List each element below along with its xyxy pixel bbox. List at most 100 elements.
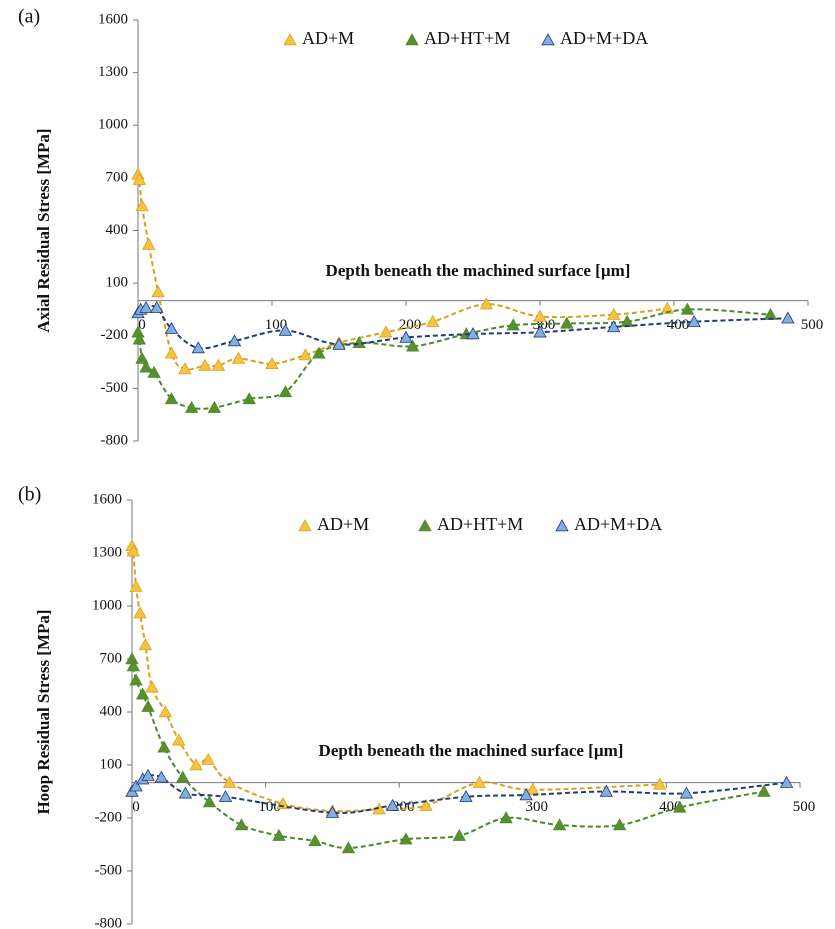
point — [126, 544, 141, 557]
y-tick-label: -500 — [101, 380, 129, 396]
point — [132, 332, 147, 345]
point — [680, 302, 695, 315]
y-tick-label: 700 — [100, 650, 123, 666]
y-tick-label: 100 — [106, 275, 129, 291]
point — [519, 788, 533, 801]
point — [147, 365, 161, 378]
point — [139, 300, 153, 313]
point — [198, 358, 212, 371]
y-tick-label: 1600 — [92, 491, 122, 507]
point — [298, 348, 313, 361]
legend-marker — [298, 519, 312, 532]
point — [560, 316, 574, 329]
point — [757, 784, 771, 797]
point — [399, 832, 413, 845]
point — [164, 346, 179, 359]
point — [218, 789, 233, 802]
x-tick-label: 0 — [132, 799, 140, 815]
x-tick-label: 500 — [801, 317, 824, 333]
point — [612, 818, 627, 831]
point — [132, 172, 147, 185]
point — [379, 325, 393, 338]
point — [222, 775, 237, 788]
point — [178, 786, 193, 799]
point — [653, 777, 667, 790]
point — [151, 285, 165, 298]
point — [133, 606, 147, 619]
y-tick-label: 700 — [106, 169, 129, 185]
y-tick-label: -200 — [101, 327, 129, 343]
point — [126, 659, 141, 672]
point — [138, 638, 153, 651]
point — [607, 320, 621, 333]
legend-marker — [418, 519, 432, 532]
point — [176, 770, 190, 783]
legend-label: AD+HT+M — [437, 514, 523, 534]
point — [164, 392, 179, 405]
point — [231, 351, 246, 364]
point — [332, 337, 346, 350]
point — [459, 789, 473, 802]
point — [779, 775, 794, 788]
legend-marker — [555, 519, 569, 532]
x-tick-label: 300 — [526, 799, 549, 815]
x-tick-label: 200 — [399, 317, 422, 333]
y-tick-label: 1000 — [92, 597, 122, 613]
point — [679, 786, 694, 799]
point — [142, 237, 156, 250]
point — [599, 784, 613, 797]
point — [158, 705, 173, 718]
legend-label: AD+HT+M — [424, 28, 510, 48]
point — [150, 300, 164, 313]
point — [325, 805, 340, 818]
point — [265, 356, 279, 370]
point — [135, 199, 149, 212]
point — [499, 811, 513, 824]
legend-marker — [405, 33, 419, 46]
point — [607, 307, 621, 320]
point — [191, 341, 205, 354]
point — [419, 798, 433, 811]
point — [145, 680, 159, 693]
point — [341, 841, 356, 854]
point — [135, 351, 149, 364]
x-tick-label: 400 — [667, 317, 690, 333]
y-tick-label: -800 — [101, 432, 129, 448]
point — [399, 330, 413, 343]
point — [178, 362, 192, 375]
point — [189, 758, 203, 771]
point — [466, 327, 480, 340]
point — [272, 828, 286, 841]
point — [506, 318, 520, 331]
y-tick-label: 1300 — [92, 544, 122, 560]
point — [472, 775, 487, 788]
y-axis-title: Axial Residual Stress [MPa] — [34, 128, 53, 332]
legend-label: AD+M — [302, 28, 354, 48]
x-tick-label: 0 — [138, 317, 146, 333]
point — [278, 385, 293, 398]
point — [154, 770, 169, 783]
x-axis-title: Depth beneath the machined surface [µm] — [319, 741, 624, 760]
point — [211, 358, 226, 371]
point — [139, 360, 153, 373]
x-axis-title: Depth beneath the machined surface [µm] — [326, 261, 631, 280]
panel: (a) 1600 1300 1000 700 400 100 -200 -500 -800 0 100… — [18, 6, 823, 449]
point — [308, 834, 322, 847]
point — [278, 323, 293, 336]
point — [129, 673, 143, 686]
panel-label: (b) — [18, 484, 41, 506]
legend-label: AD+M — [317, 514, 369, 534]
point — [141, 768, 155, 781]
point — [141, 699, 155, 712]
point — [227, 334, 242, 347]
point — [184, 400, 199, 413]
point — [479, 297, 494, 310]
y-tick-label: 1600 — [98, 11, 128, 27]
point — [526, 782, 540, 795]
point — [136, 687, 150, 700]
x-tick-label: 500 — [793, 799, 816, 815]
y-tick-label: -800 — [95, 915, 123, 929]
point — [533, 325, 547, 338]
